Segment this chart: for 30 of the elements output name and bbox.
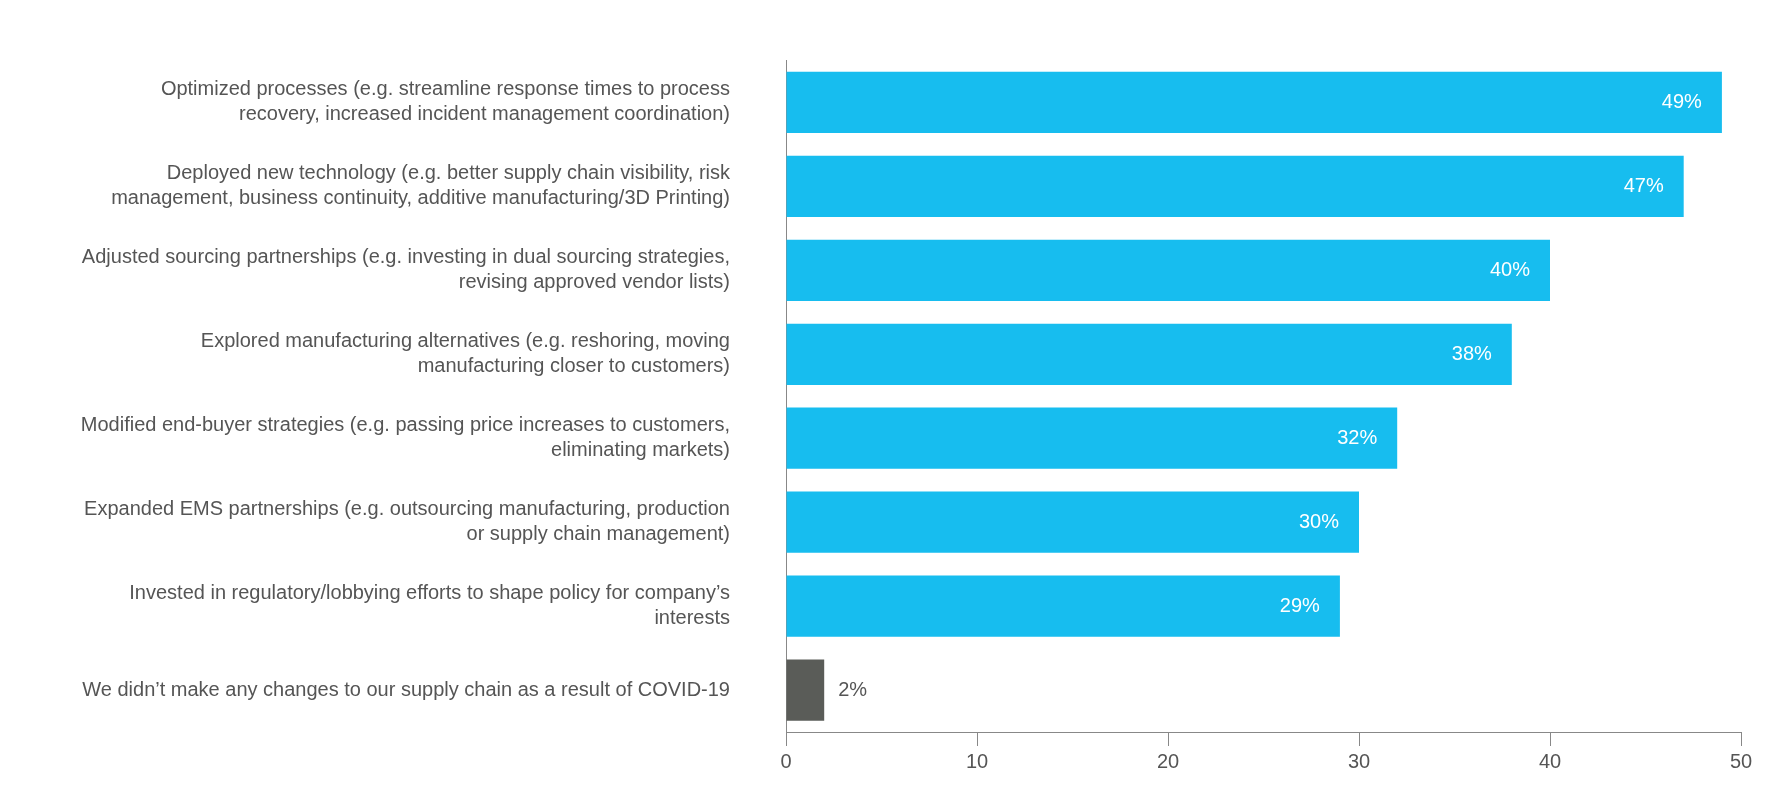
data-label: 30% xyxy=(1298,509,1340,532)
x-tick-label: 10 xyxy=(965,749,989,772)
y-tick-label: Invested in regulatory/lobbying efforts to shape policy for company’s interests xyxy=(129,581,730,629)
y-tick-label: Adjusted sourcing partnerships (e.g. investing in dual sourcing strategies, revising approved vendor lists) xyxy=(81,245,730,293)
bar xyxy=(786,575,1340,637)
data-label: 47% xyxy=(1623,173,1664,196)
bar xyxy=(786,491,1359,553)
y-tick-label: Modified end-buyer strategies (e.g. passing price increases to customers, eliminating markets) xyxy=(80,413,730,461)
bar xyxy=(786,659,825,721)
y-tick-label: Expanded EMS partnerships (e.g. outsourcing manufacturing, production or supply chain management) xyxy=(84,497,730,545)
x-tick-label: 30 xyxy=(1347,749,1371,772)
x-tick-label: 0 xyxy=(780,749,792,772)
y-tick-label: Explored manufacturing alternatives (e.g. reshoring, moving manufacturing closer to customers) xyxy=(200,329,730,377)
data-label: 40% xyxy=(1489,257,1531,280)
data-label: 49% xyxy=(1661,89,1703,112)
x-tick-label: 50 xyxy=(1729,749,1753,772)
x-tick-label: 40 xyxy=(1538,749,1562,772)
data-label: 29% xyxy=(1279,593,1321,616)
bar xyxy=(786,323,1512,385)
y-tick-label: Optimized processes (e.g. streamline response times to process recovery, increased incident management coordination) xyxy=(160,77,730,125)
x-tick-label: 20 xyxy=(1156,749,1180,772)
data-label: 32% xyxy=(1337,425,1378,448)
y-tick-label: Deployed new technology (e.g. better supply chain visibility, risk management, business continuity, additive manufacturing/3D Printing) xyxy=(111,161,731,209)
bar xyxy=(786,239,1550,301)
data-label: 38% xyxy=(1451,341,1493,364)
y-tick-label: We didn’t make any changes to our supply chain as a result of COVID-19 xyxy=(82,677,730,700)
bar xyxy=(786,71,1722,134)
data-label: 2% xyxy=(838,677,868,700)
bar xyxy=(786,407,1398,469)
bar xyxy=(786,155,1684,218)
